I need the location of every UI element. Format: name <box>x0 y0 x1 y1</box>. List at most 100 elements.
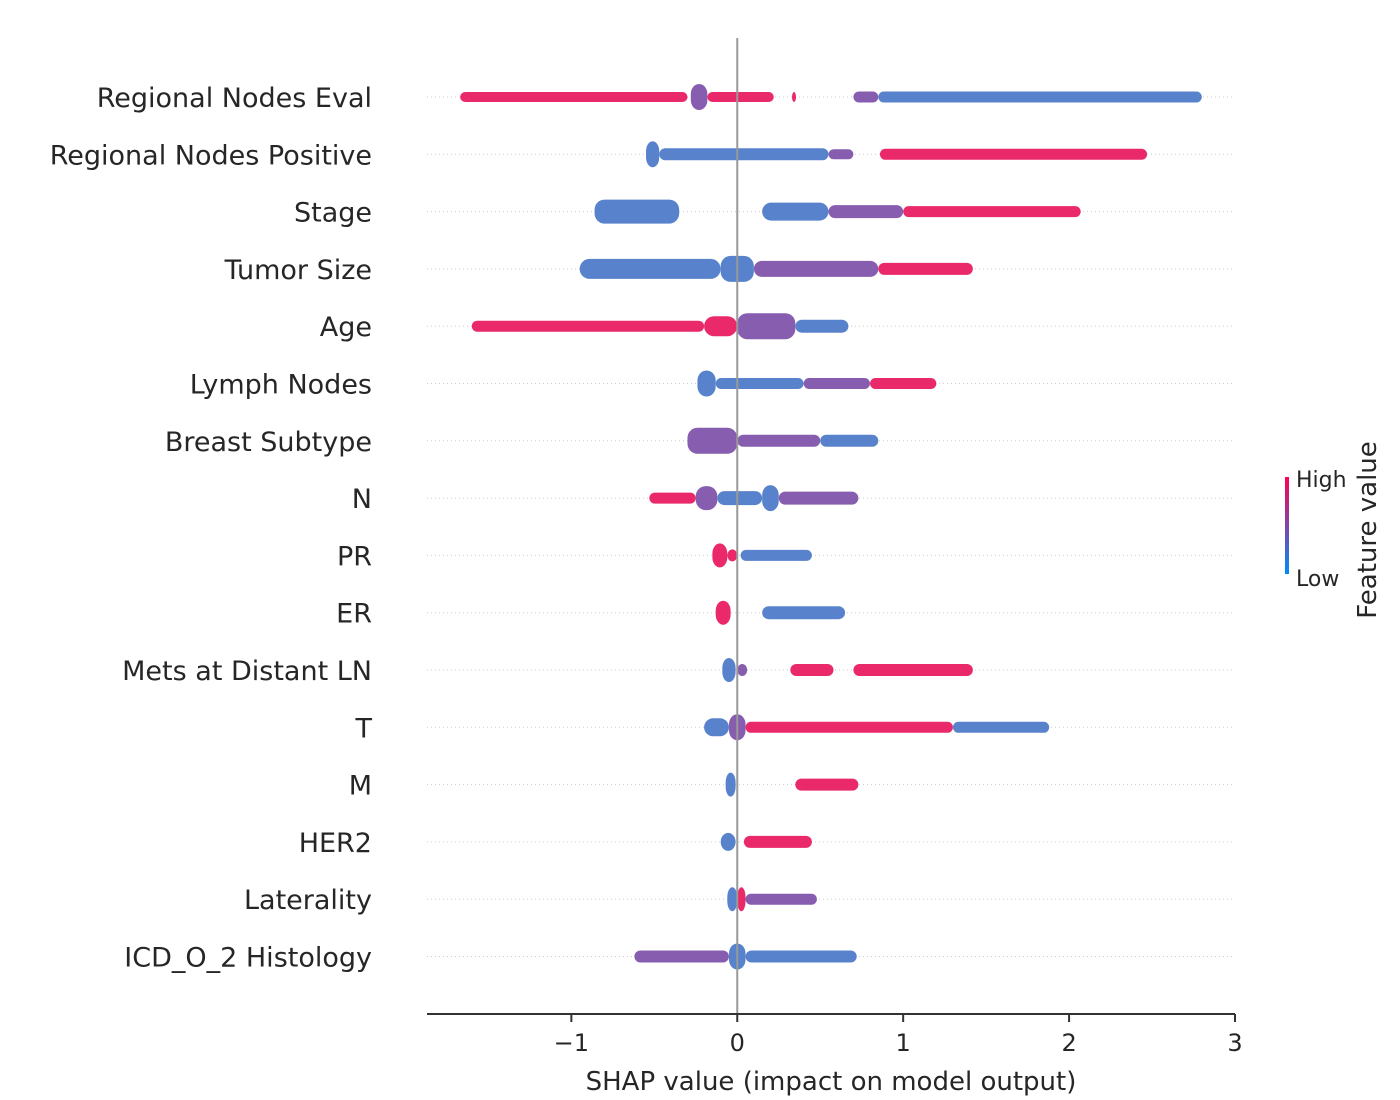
shap-point-cluster <box>720 832 736 851</box>
x-tick-label: 3 <box>1227 1029 1242 1057</box>
shap-point-cluster <box>737 434 821 447</box>
shap-point-cluster <box>745 893 817 905</box>
feature-row <box>427 714 1235 741</box>
shap-point-cluster <box>717 491 763 506</box>
feature-row <box>427 199 1235 224</box>
shap-point-cluster <box>715 378 804 389</box>
shap-point-cluster <box>687 427 738 454</box>
feature-row <box>427 370 1235 397</box>
shap-point-cluster <box>634 950 729 963</box>
colorbar-high-label: High <box>1296 468 1347 493</box>
shap-point-cluster <box>704 316 738 337</box>
feature-row <box>427 141 1235 168</box>
shap-point-cluster <box>715 600 731 625</box>
shap-point-cluster <box>795 319 849 333</box>
colorbar-title: Feature value <box>1353 441 1383 619</box>
feature-label: M <box>349 771 372 802</box>
feature-label: Regional Nodes Eval <box>97 83 372 114</box>
shap-point-cluster <box>697 370 716 397</box>
shap-point-cluster <box>878 91 1202 103</box>
shap-point-cluster <box>460 92 688 102</box>
shap-point-cluster <box>879 148 1148 160</box>
x-tick-label: −1 <box>554 1029 589 1057</box>
colorbar-low-label: Low <box>1296 567 1339 592</box>
feature-label: T <box>355 713 373 744</box>
x-axis-title: SHAP value (impact on model output) <box>586 1067 1077 1097</box>
shap-point-cluster <box>727 549 738 562</box>
shap-point-cluster <box>722 658 736 682</box>
shap-point-cluster <box>737 887 746 912</box>
shap-point-cluster <box>820 434 879 447</box>
feature-row <box>427 943 1235 970</box>
shap-point-cluster <box>740 549 812 561</box>
shap-point-cluster <box>753 260 879 277</box>
shap-point-cluster <box>762 485 779 512</box>
shap-point-cluster <box>695 486 718 511</box>
shap-point-cluster <box>803 378 870 389</box>
shap-point-cluster <box>952 721 1050 733</box>
feature-row <box>427 887 1235 912</box>
feature-row <box>427 84 1235 110</box>
x-tick-label: 2 <box>1061 1029 1076 1057</box>
feature-labels: Regional Nodes Eval Regional Nodes Positi… <box>50 83 373 974</box>
shap-point-cluster <box>903 206 1081 218</box>
feature-label: Lymph Nodes <box>190 370 372 401</box>
feature-row <box>427 832 1235 851</box>
shap-point-cluster <box>828 149 854 160</box>
shap-point-cluster <box>579 258 721 279</box>
feature-label: Stage <box>294 198 372 229</box>
shap-point-cluster <box>869 378 937 389</box>
shap-point-cluster <box>707 92 774 102</box>
feature-row <box>427 600 1235 625</box>
colorbar-gradient <box>1285 477 1289 574</box>
shap-point-cluster <box>727 887 738 912</box>
feature-row <box>427 485 1235 512</box>
shap-point-cluster <box>790 664 834 676</box>
feature-label: ER <box>336 599 372 630</box>
feature-label: Regional Nodes Positive <box>50 140 372 171</box>
shap-point-cluster <box>853 91 879 103</box>
x-axis: −1 0 1 2 3 <box>427 1013 1243 1057</box>
shap-point-cluster <box>745 721 953 733</box>
shap-point-cluster <box>646 141 660 168</box>
feature-rows <box>427 84 1235 970</box>
feature-row <box>427 658 1235 682</box>
shap-point-cluster <box>878 262 973 275</box>
feature-row <box>427 255 1235 282</box>
feature-label: HER2 <box>299 828 372 859</box>
shap-point-cluster <box>778 491 859 505</box>
shap-point-cluster <box>792 92 797 102</box>
shap-point-cluster <box>659 148 829 161</box>
shap-point-cluster <box>795 778 859 791</box>
feature-label: Tumor Size <box>224 255 372 286</box>
feature-label: Age <box>320 312 372 343</box>
shap-point-cluster <box>743 835 812 848</box>
x-tick-label: 0 <box>730 1029 745 1057</box>
feature-label: Laterality <box>244 885 372 916</box>
shap-point-cluster <box>745 950 857 963</box>
shap-point-cluster <box>471 320 705 332</box>
feature-label: Breast Subtype <box>165 427 372 458</box>
feature-row <box>427 313 1235 340</box>
shap-point-cluster <box>594 199 680 224</box>
shap-point-cluster <box>704 718 729 737</box>
shap-point-cluster <box>828 205 904 219</box>
feature-label: ICD_O_2 Histology <box>124 943 372 974</box>
x-tick-label: 1 <box>896 1029 911 1057</box>
shap-point-cluster <box>737 664 748 676</box>
feature-label: PR <box>337 541 372 572</box>
shap-point-cluster <box>649 492 696 504</box>
shap-point-cluster <box>725 772 736 797</box>
shap-point-cluster <box>712 543 728 568</box>
shap-point-cluster <box>737 313 796 340</box>
feature-label: Mets at Distant LN <box>122 656 372 687</box>
feature-row <box>427 772 1235 797</box>
shap-point-cluster <box>690 84 708 110</box>
shap-point-cluster <box>853 664 973 676</box>
feature-label: N <box>352 484 372 515</box>
feature-row <box>427 427 1235 454</box>
colorbar: High Low Feature value <box>1285 441 1383 619</box>
shap-point-cluster <box>762 606 846 620</box>
feature-row <box>427 543 1235 568</box>
